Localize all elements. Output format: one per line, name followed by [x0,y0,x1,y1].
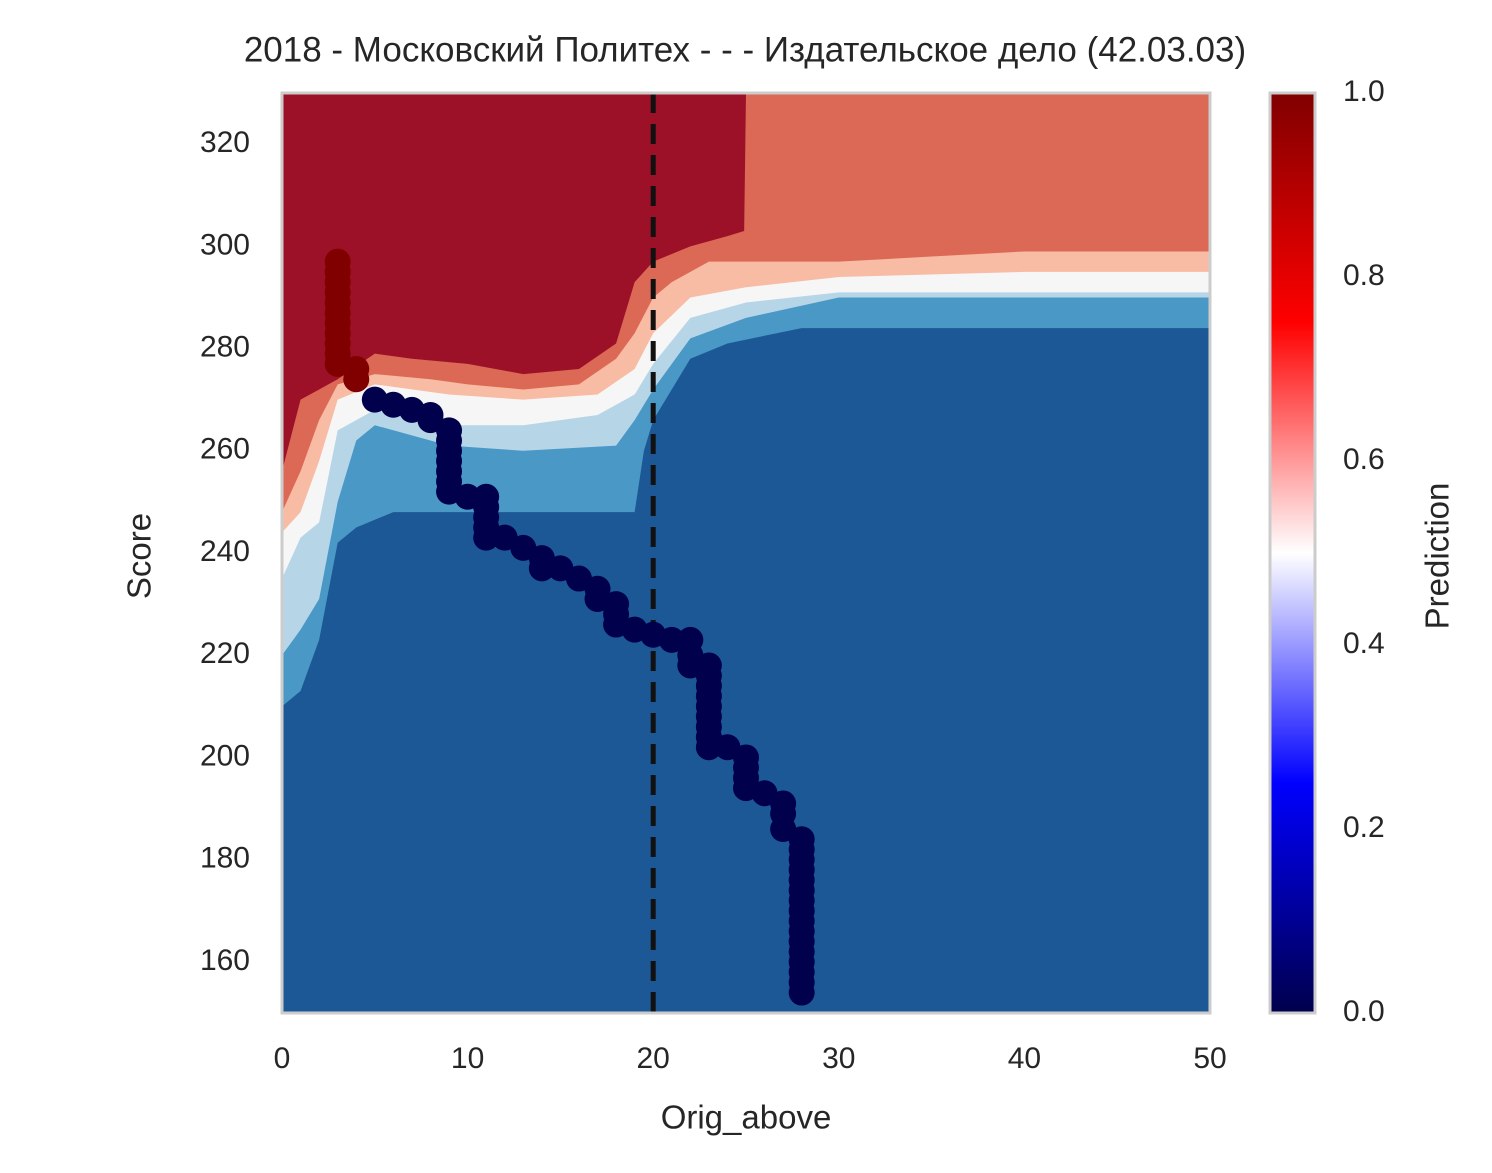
colorbar-tick-label: 0.8 [1343,259,1385,292]
y-tick-label: 260 [200,433,250,466]
y-tick-label: 220 [200,637,250,670]
colorbar-tick-label: 0.4 [1343,627,1385,660]
scatter-point [343,366,370,393]
x-tick-label: 30 [822,1042,855,1075]
plot-frame [280,91,1212,1015]
y-tick-label: 160 [200,944,250,977]
plot-area [282,93,1210,1013]
x-tick-label: 50 [1193,1042,1226,1075]
y-tick-label: 300 [200,228,250,261]
colorbar-tick-label: 0.2 [1343,811,1385,844]
colorbar-tick-label: 0.0 [1343,995,1385,1028]
x-axis-label: Orig_above [661,1099,832,1136]
scatter-point [473,524,500,551]
x-tick-label: 0 [274,1042,291,1075]
y-tick-label: 180 [200,842,250,875]
y-tick-label: 280 [200,330,250,363]
x-tick-label: 20 [637,1042,670,1075]
scatter-point [658,626,685,653]
overlay: 0 10 20 30 40 50 160 180 200 220 240 260 280 300 320 0.… [200,75,1385,1075]
chart-title: 2018 - Московский Политех - - - Издатель… [244,30,1246,69]
y-tick-label: 240 [200,535,250,568]
x-tick-label: 10 [451,1042,484,1075]
x-tick-label: 40 [1008,1042,1041,1075]
y-tick-label: 320 [200,126,250,159]
y-tick-label: 200 [200,739,250,772]
scatter-point [695,734,722,761]
colorbar-tick-label: 0.6 [1343,443,1385,476]
scatter-point [528,555,555,582]
scatter-point [788,979,815,1006]
y-axis-label: Score [121,513,158,599]
contour-band [282,93,1210,472]
colorbar-label: Prediction [1419,483,1456,630]
colorbar-tick-label: 1.0 [1343,75,1385,108]
colorbar [1268,91,1317,1015]
